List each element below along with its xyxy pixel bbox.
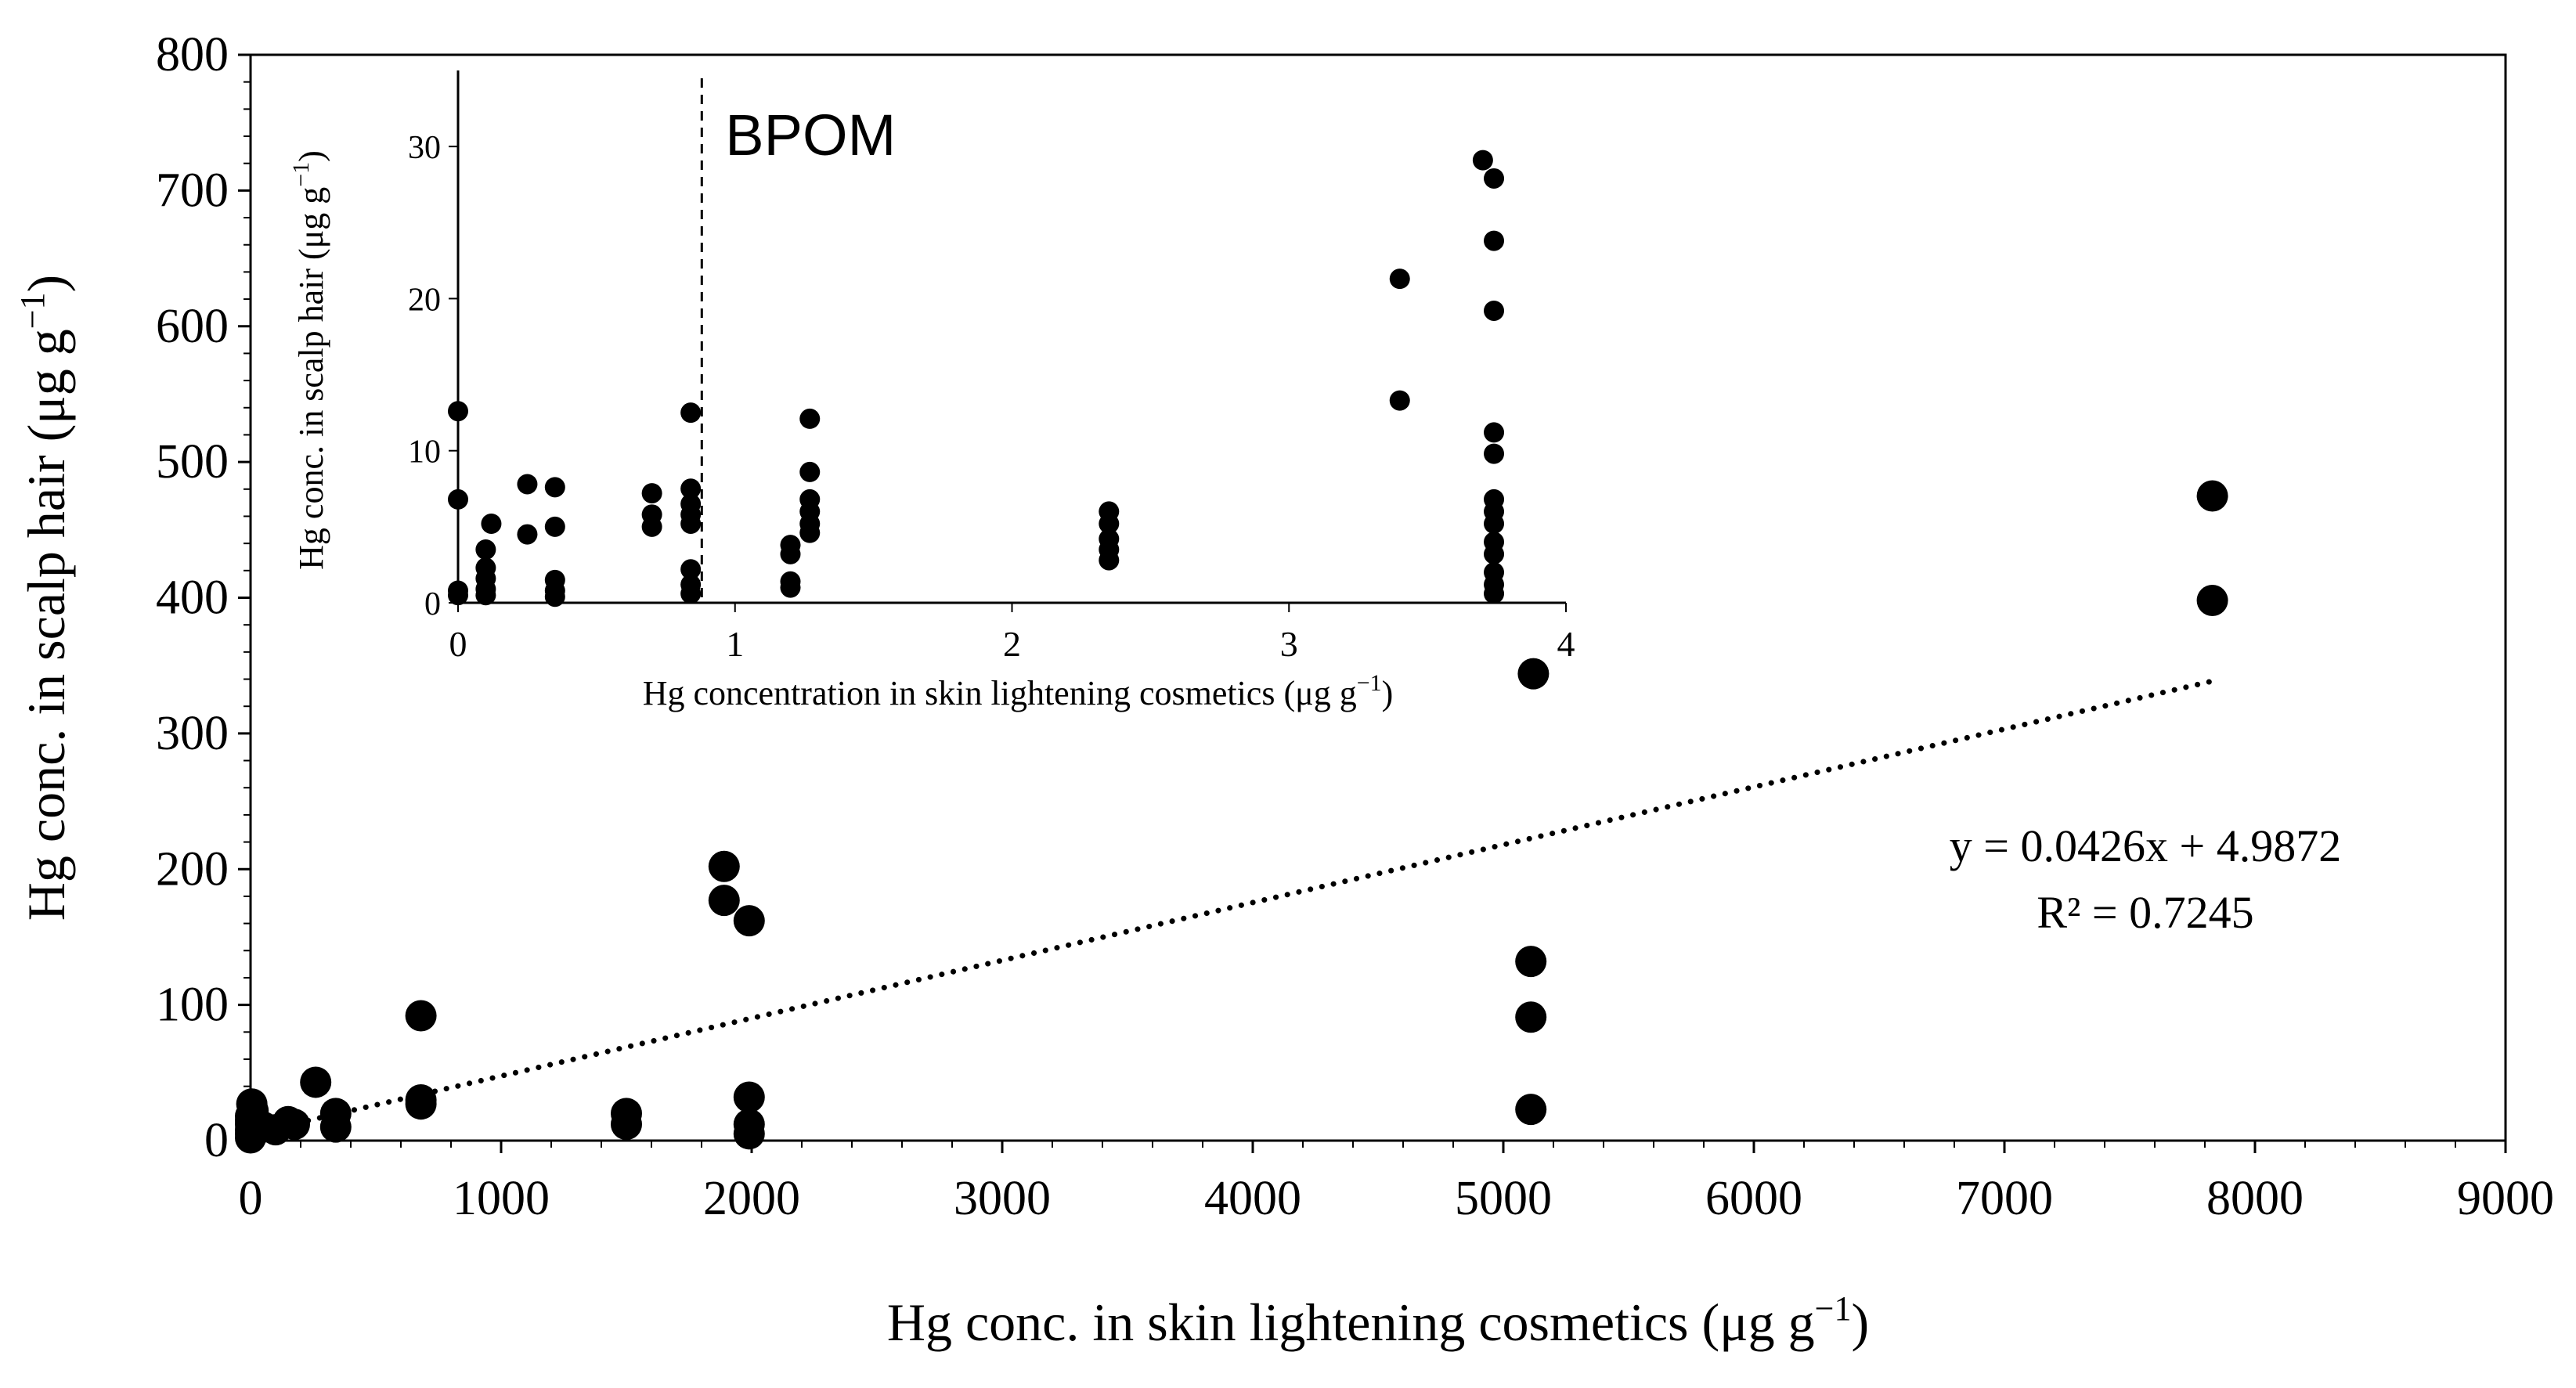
main-y-tick-label: 0 [204,1114,229,1167]
main-x-axis-title: Hg conc. in skin lightening cosmetics (μ… [887,1289,1869,1352]
inset-axes: 0 1 2 3 4 0 10 20 30 [408,70,1575,664]
inset-data-point [1484,300,1505,321]
main-x-tick-label: 4000 [1204,1172,1301,1225]
main-data-point [319,1098,352,1130]
inset-data-point [780,571,801,592]
inset-x-tick-label: 4 [1557,624,1575,664]
trendline [247,678,2216,1137]
trendline-equation: y = 0.0426x + 4.9872 [1950,820,2341,871]
inset-data-point [1099,528,1120,550]
inset-data-point [517,474,538,495]
inset-x-axis-title: Hg concentration in skin lightening cosm… [643,670,1394,712]
inset-data-point [1472,150,1493,171]
inset-data-point [544,516,565,537]
inset-data-point [799,489,821,510]
inset-data-point [641,483,662,504]
inset-data-point [475,557,496,579]
main-data-point [1515,946,1547,978]
main-y-tick-label: 300 [156,707,229,760]
inset-data-point [680,574,702,595]
inset-data-point [481,513,502,534]
inset-y-tick-label: 30 [408,130,441,166]
inset-data-point [448,580,468,601]
main-data-point [733,1118,765,1150]
trendline-group [247,678,2216,1137]
main-data-point [1515,1094,1547,1126]
inset-y-tick-label: 20 [408,282,441,318]
main-data-point [300,1066,332,1098]
main-x-tick-label: 1000 [453,1172,550,1225]
inset-data-point [641,504,662,525]
main-x-tick-label: 0 [239,1172,263,1225]
main-data-point [1515,1001,1547,1033]
main-data-point [611,1098,642,1130]
inset-data-point [1484,230,1505,251]
inset-x-tick-label: 2 [1003,624,1021,664]
main-points-group [235,480,2228,1154]
inset-data-point [680,493,702,514]
main-data-point [733,905,765,937]
main-y-tick-label: 600 [156,300,229,353]
main-data-point [2196,480,2228,512]
main-y-tick-label: 400 [156,571,229,625]
inset-data-point [1099,501,1120,522]
main-x-tick-label: 9000 [2457,1172,2554,1225]
inset-data-point [1484,443,1505,464]
inset-x-tick-label: 0 [449,624,467,664]
inset-data-point [1484,168,1505,189]
inset-data-point [448,489,468,510]
main-data-point [279,1109,310,1141]
main-x-tick-label: 8000 [2206,1172,2304,1225]
inset-data-point [1484,562,1505,583]
main-y-tick-label: 800 [156,28,229,81]
main-y-tick-label: 100 [156,979,229,1032]
inset-data-point [799,461,821,482]
main-x-tick-label: 5000 [1455,1172,1552,1225]
inset-x-tick-label: 1 [726,624,744,664]
inset-y-tick-label: 0 [424,586,441,622]
inset-points-group [448,150,1505,607]
inset-data-point [1389,390,1410,411]
main-data-point [1517,658,1550,690]
inset-data-point [1389,269,1410,290]
main-data-point [405,1000,437,1032]
inset-data-point [680,402,702,424]
main-data-point [733,1081,765,1113]
inset-data-point [780,535,801,556]
main-y-tick-label: 500 [156,435,229,489]
inset-data-point [475,539,496,560]
main-x-tick-label: 7000 [1956,1172,2053,1225]
main-y-axis: 0 100 200 300 400 500 600 700 800 [156,28,251,1167]
trendline-r-squared: R² = 0.7245 [2037,887,2253,938]
inset-y-tick-label: 10 [408,434,441,470]
inset-data-point [1484,489,1505,510]
main-data-point [708,885,740,917]
main-y-tick-label: 700 [156,164,229,217]
inset-data-point [680,478,702,499]
inset-data-point [799,408,821,429]
main-x-tick-label: 6000 [1705,1172,1802,1225]
inset-data-point [1484,422,1505,443]
inset-data-point [680,559,702,580]
main-data-point [405,1083,437,1116]
inset-x-tick-label: 3 [1280,624,1298,664]
inset-data-point [544,477,565,498]
inset-y-axis-title: Hg conc. in scalp hair (μg g−1) [288,150,330,570]
bpom-label: BPOM [725,103,896,168]
inset-data-point [544,569,565,590]
main-data-point [2196,584,2228,616]
main-x-tick-label: 3000 [954,1172,1051,1225]
main-x-axis: 0 1000 2000 3000 4000 5000 6000 7000 8000 9000 [239,1141,2554,1225]
inset-data-point [517,524,538,545]
main-data-point [708,850,740,882]
main-y-tick-label: 200 [156,842,229,896]
inset-data-point [1484,532,1505,553]
main-x-tick-label: 2000 [703,1172,800,1225]
main-y-axis-title: Hg conc. in scalp hair (μg g−1) [13,275,76,921]
inset-data-point [448,401,468,422]
